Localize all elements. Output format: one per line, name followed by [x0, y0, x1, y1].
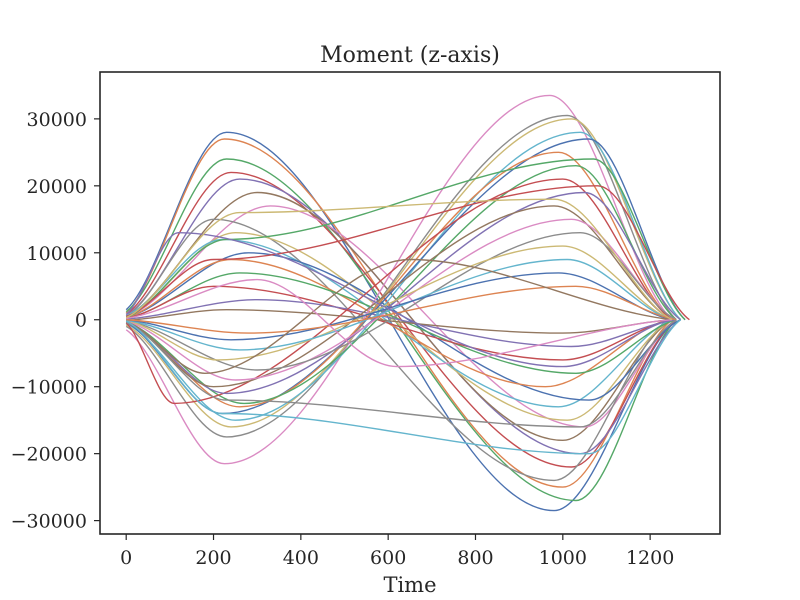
series-line — [125, 151, 673, 408]
y-tick-label: −30000 — [11, 511, 87, 533]
series-line — [125, 131, 677, 512]
x-tick-label: 0 — [120, 547, 132, 569]
series-line — [126, 252, 681, 401]
x-axis: 0 200 400 600 800 1000 1200 — [120, 534, 674, 569]
series-line — [125, 319, 677, 428]
series-line — [126, 258, 673, 351]
series-line — [125, 231, 673, 368]
series-line — [126, 285, 673, 361]
y-tick-label: 10000 — [27, 243, 87, 265]
x-tick-label: 800 — [457, 547, 493, 569]
x-tick-label: 1000 — [539, 547, 587, 569]
chart-title: Moment (z-axis) — [320, 43, 500, 68]
series-line — [126, 218, 677, 381]
series-line — [126, 278, 673, 368]
y-tick-label: 20000 — [27, 176, 87, 198]
series-line — [126, 245, 673, 361]
series-line — [125, 185, 690, 321]
series-line — [125, 258, 673, 375]
y-tick-label: −10000 — [11, 377, 87, 399]
series-line — [125, 158, 686, 321]
series-line — [125, 319, 682, 455]
series-line — [126, 308, 673, 334]
y-axis: −30000 −20000 −10000 0 10000 20000 30000 — [11, 109, 100, 533]
plot-frame — [99, 71, 721, 535]
series-line — [126, 298, 677, 348]
x-tick-label: 400 — [283, 547, 319, 569]
series-line — [126, 258, 668, 388]
series-line — [125, 191, 682, 395]
series-line — [125, 158, 677, 502]
y-tick-label: 30000 — [27, 109, 87, 131]
x-tick-label: 1200 — [626, 547, 674, 569]
x-axis-label: Time — [383, 573, 436, 597]
series-line — [125, 191, 673, 442]
series-line — [125, 178, 673, 405]
x-tick-label: 600 — [370, 547, 406, 569]
x-tick-label: 200 — [195, 547, 231, 569]
y-tick-label: 0 — [75, 310, 87, 332]
series-line — [125, 114, 677, 438]
series-line — [126, 272, 673, 341]
y-tick-label: −20000 — [11, 444, 87, 466]
series-line — [125, 164, 677, 405]
series-line — [125, 118, 682, 428]
series-layer — [125, 94, 690, 512]
series-line — [125, 94, 673, 465]
series-line — [126, 285, 677, 334]
series-line — [125, 198, 673, 321]
